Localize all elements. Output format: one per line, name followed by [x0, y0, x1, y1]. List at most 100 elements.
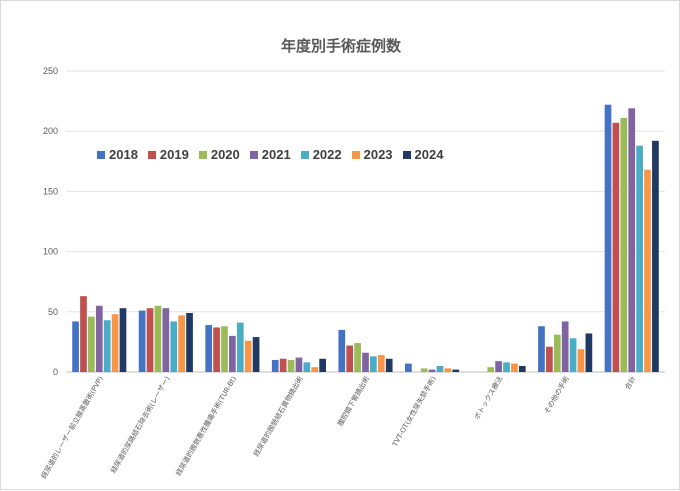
bar-2024-5 — [452, 369, 460, 372]
bar-2022-0 — [103, 320, 111, 372]
bar-2023-5 — [444, 368, 452, 372]
bar-2022-6 — [503, 362, 510, 372]
legend-label: 2024 — [414, 147, 444, 162]
x-tick-label: 腹腔鏡下腎摘出術 — [335, 375, 371, 428]
bar-2020-5 — [420, 368, 428, 372]
legend-item-2020: 2020 — [198, 147, 240, 162]
bar-2018-5 — [405, 363, 412, 372]
bar-2024-0 — [119, 308, 127, 372]
bar-2021-4 — [362, 352, 369, 372]
legend-label: 2020 — [210, 147, 240, 162]
bars — [72, 104, 659, 373]
x-tick-label: 経尿道的膀胱悪性腫瘍手術(TUR-Bt) — [174, 374, 239, 477]
legend-label: 2023 — [363, 147, 393, 162]
bar-2018-0 — [72, 321, 79, 372]
bar-2022-3 — [303, 362, 311, 372]
bar-2024-8 — [652, 140, 659, 372]
legend-item-2022: 2022 — [300, 147, 342, 162]
bar-2020-7 — [553, 334, 561, 372]
legend-label: 2022 — [312, 147, 342, 162]
legend: 2018 2019 2020 2021 2022 2023 2024 — [97, 147, 443, 162]
x-tick-label: 経尿道的膀胱結石異物摘出術 — [251, 375, 304, 458]
bar-2024-3 — [319, 358, 326, 372]
bar-2020-0 — [88, 316, 95, 372]
bar-2024-7 — [585, 333, 593, 372]
bar-2021-8 — [628, 108, 636, 372]
bar-2020-2 — [221, 326, 228, 372]
bar-2022-8 — [636, 145, 643, 372]
legend-swatch — [147, 150, 156, 159]
bar-2024-1 — [186, 313, 193, 372]
legend-swatch — [97, 150, 105, 159]
bar-2024-6 — [518, 365, 526, 372]
legend-item-2024: 2024 — [402, 147, 444, 162]
y-tick-label: 100 — [43, 247, 58, 257]
legend-swatch — [402, 150, 411, 159]
y-tick-label: 200 — [43, 126, 58, 136]
legend-label: 2019 — [159, 147, 189, 162]
legend-label: 2018 — [109, 147, 138, 162]
legend-label: 2021 — [261, 147, 291, 162]
x-tick-label: ボトックス療法 — [472, 374, 504, 421]
bar-2018-2 — [205, 325, 213, 372]
y-tick-label: 250 — [43, 66, 58, 76]
bar-2023-3 — [311, 367, 319, 372]
bar-2019-0 — [80, 296, 87, 372]
bar-2023-7 — [577, 349, 585, 372]
legend-swatch — [249, 150, 258, 159]
legend-item-2021: 2021 — [249, 147, 291, 162]
bar-2023-1 — [178, 315, 185, 372]
bar-2024-2 — [252, 337, 260, 372]
x-tick-label: 経尿道的尿路結石除去術(レーザー) — [109, 374, 172, 474]
bar-2021-5 — [428, 369, 436, 372]
legend-swatch — [198, 150, 207, 159]
x-axis-labels: 経尿道的レーザー前立腺蒸散術(PVP) 経尿道的尿路結石除去術(レーザー) 経尿道的… — [39, 374, 638, 480]
x-tick-label: 経尿道的レーザー前立腺蒸散術(PVP) — [39, 374, 105, 480]
bar-2021-7 — [561, 321, 569, 372]
bar-2019-3 — [279, 358, 287, 372]
legend-swatch — [300, 150, 309, 159]
legend-item-2023: 2023 — [351, 147, 393, 162]
bar-2022-2 — [236, 322, 244, 372]
bar-2020-4 — [354, 343, 361, 372]
bar-2019-2 — [213, 327, 220, 372]
bar-2022-5 — [436, 365, 444, 372]
bar-2019-4 — [346, 345, 354, 372]
bar-2020-3 — [287, 359, 295, 372]
bar-2020-1 — [154, 305, 162, 372]
bar-2018-4 — [338, 329, 346, 372]
y-tick-label: 50 — [48, 307, 58, 317]
legend-swatch — [351, 150, 360, 159]
bar-2022-7 — [569, 338, 577, 372]
x-tick-label: TVT-OT(女性尿失禁手術) — [390, 374, 438, 449]
legend-item-2019: 2019 — [147, 147, 189, 162]
y-tick-label: 150 — [43, 186, 58, 196]
bar-2019-8 — [612, 122, 620, 373]
bar-2018-3 — [271, 359, 279, 372]
bar-2020-6 — [487, 367, 495, 372]
bar-2022-1 — [170, 321, 178, 372]
x-tick-label: 合計 — [623, 375, 638, 392]
bar-2022-4 — [370, 356, 377, 372]
x-tick-label: その他の手術 — [542, 375, 571, 416]
bar-2023-8 — [644, 169, 651, 372]
bar-2023-4 — [377, 355, 385, 372]
bar-2021-2 — [229, 335, 236, 372]
bar-2018-1 — [138, 310, 146, 372]
bar-2024-4 — [385, 358, 393, 372]
bar-2021-1 — [162, 308, 170, 372]
bar-2023-6 — [511, 363, 518, 372]
bar-2019-1 — [146, 308, 154, 372]
bar-2021-6 — [495, 361, 502, 372]
bar-2023-0 — [111, 314, 119, 372]
bar-2021-0 — [95, 305, 103, 372]
chart-title: 年度別手術症例数 — [281, 37, 402, 55]
bar-2019-7 — [546, 346, 553, 372]
bar-2018-8 — [604, 104, 612, 373]
bar-2020-8 — [620, 117, 628, 373]
y-tick-label: 0 — [53, 367, 58, 377]
bar-2018-7 — [538, 326, 545, 372]
y-axis-ticks: 0 50 100 150 200 250 — [43, 66, 58, 377]
